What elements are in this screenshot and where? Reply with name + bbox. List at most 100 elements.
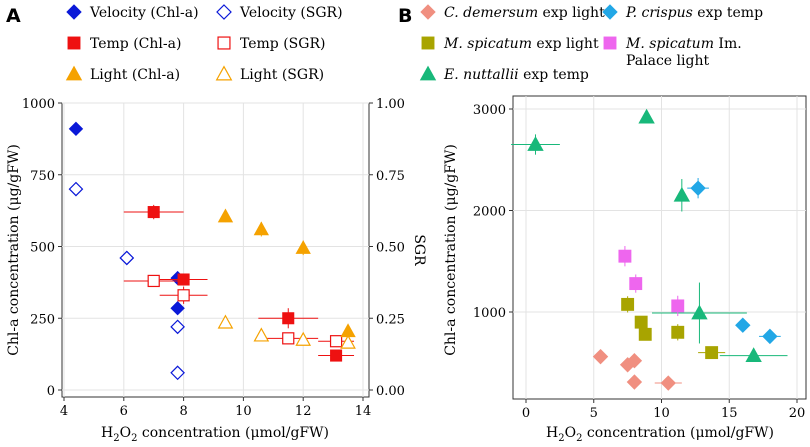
legend-marker-velocity-chl-a bbox=[66, 4, 82, 20]
panel-a-letter: A bbox=[6, 5, 21, 27]
point-light-sgr bbox=[217, 314, 234, 329]
point-temp-chl-a bbox=[330, 349, 343, 362]
panel-a-ticks: 4 6 8 10 12 14 0 250 500 750 1000 0.00 0.25 0.50 0.75 1… bbox=[22, 97, 405, 419]
x-tick-label: 15 bbox=[721, 406, 738, 421]
point-m-spicatum-exp-light bbox=[638, 327, 652, 341]
legend-label-velocity-chl-a: Velocity (Chl-a) bbox=[89, 5, 199, 21]
legend-label-m-spicatum-im-palace-light-line2: Palace light bbox=[626, 53, 709, 69]
point-e-nuttallii-exp-temp bbox=[638, 108, 655, 124]
point-m-spicatum-exp-light bbox=[621, 297, 635, 311]
panel-b-letter: B bbox=[398, 5, 412, 27]
point-e-nuttallii-exp-temp bbox=[527, 136, 544, 151]
point-light-sgr bbox=[253, 327, 270, 342]
point-p-crispus-exp-temp bbox=[690, 180, 706, 196]
legend-marker-temp-sgr bbox=[217, 36, 231, 50]
panel-b-marks bbox=[511, 108, 788, 391]
legend-label-m-spicatum-exp-light: M. spicatum exp light bbox=[443, 36, 599, 52]
panel-a-plot: 4 6 8 10 12 14 0 250 500 750 1000 0.00 0.25 0.50 0.75 1… bbox=[6, 97, 427, 444]
panel-b-y-axis-label: Chl-a concentration (μg/gFW) bbox=[443, 144, 459, 356]
y-tick-label: 3000 bbox=[473, 103, 506, 118]
point-c-demersum-exp-light bbox=[592, 348, 609, 365]
point-c-demersum-exp-light bbox=[626, 353, 643, 369]
point-light-chl-a bbox=[217, 208, 234, 223]
point-c-demersum-exp-light bbox=[626, 374, 643, 390]
panel-b-x-axis-label: H2O2 concentration (μmol/gFW) bbox=[546, 425, 774, 444]
point-m-spicatum-im-palace-light bbox=[671, 299, 685, 313]
right-y-tick-label: 1.00 bbox=[376, 97, 405, 112]
y-tick-label: 750 bbox=[30, 169, 55, 184]
legend-marker-e-nuttallii-exp-temp bbox=[419, 65, 437, 81]
x-tick-label: 10 bbox=[653, 406, 670, 421]
panel-b-ticks: 0 5 10 15 20 1000 2000 3000 bbox=[473, 103, 805, 421]
legend-marker-m-spicatum-im-palace-light bbox=[603, 36, 617, 50]
x-tick-label: 8 bbox=[179, 404, 187, 419]
right-y-tick-label: 0.25 bbox=[376, 312, 405, 327]
y-tick-label: 0 bbox=[47, 384, 55, 399]
point-velocity-sgr bbox=[68, 181, 84, 197]
y-tick-label: 1000 bbox=[473, 306, 506, 321]
legend-marker-light-chl-a bbox=[65, 65, 83, 81]
panel-b-grid bbox=[513, 96, 806, 399]
panel-a-plot-area bbox=[61, 102, 370, 398]
point-c-demersum-exp-light bbox=[660, 375, 676, 391]
point-velocity-sgr bbox=[170, 319, 185, 335]
panel-a-marks bbox=[68, 121, 356, 381]
panel-a-y-axis-label: Chl-a concentration (μg/gFW) bbox=[6, 144, 22, 356]
x-tick-label: 5 bbox=[590, 406, 598, 421]
x-tick-label: 6 bbox=[120, 404, 128, 419]
point-m-spicatum-exp-light bbox=[705, 346, 719, 360]
x-tick-label: 0 bbox=[522, 406, 530, 421]
point-temp-chl-a bbox=[282, 312, 295, 325]
point-velocity-sgr bbox=[170, 365, 185, 381]
panel-b-plot-area bbox=[512, 95, 807, 400]
point-m-spicatum-im-palace-light bbox=[618, 249, 632, 263]
x-tick-label: 12 bbox=[295, 404, 312, 419]
x-tick-label: 20 bbox=[789, 406, 806, 421]
point-p-crispus-exp-temp bbox=[735, 317, 751, 333]
legend-marker-temp-chl-a bbox=[67, 36, 81, 50]
legend-label-temp-chl-a: Temp (Chl-a) bbox=[90, 36, 181, 52]
right-y-tick-label: 0.50 bbox=[376, 241, 405, 256]
y-tick-label: 2000 bbox=[473, 205, 506, 220]
legend-label-p-crispus-exp-temp: P. crispus exp temp bbox=[625, 5, 763, 21]
y-tick-label: 500 bbox=[30, 241, 55, 256]
point-velocity-chl-a bbox=[68, 121, 84, 137]
legend-marker-p-crispus-exp-temp bbox=[602, 4, 618, 20]
right-y-tick-label: 0.75 bbox=[376, 169, 405, 184]
y-tick-label: 1000 bbox=[22, 97, 55, 112]
legend-panel-a: Velocity (Chl-a) Velocity (SGR) Temp (Chl-… bbox=[65, 4, 343, 83]
y-tick-label: 250 bbox=[30, 312, 55, 327]
point-e-nuttallii-exp-temp bbox=[745, 347, 762, 363]
point-light-sgr bbox=[295, 331, 312, 346]
point-e-nuttallii-exp-temp bbox=[691, 304, 708, 320]
legend-label-temp-sgr: Temp (SGR) bbox=[240, 36, 325, 52]
point-m-spicatum-exp-light bbox=[671, 325, 685, 339]
point-light-chl-a bbox=[295, 240, 311, 254]
legend-marker-c-demersum-exp-light bbox=[420, 4, 436, 20]
legend-label-light-sgr: Light (SGR) bbox=[240, 67, 324, 83]
x-tick-label: 14 bbox=[355, 404, 372, 419]
point-light-chl-a bbox=[253, 221, 270, 236]
legend-panel-b: C. demersum exp light P. crispus exp temp… bbox=[419, 4, 763, 83]
legend-label-light-chl-a: Light (Chl-a) bbox=[90, 67, 180, 83]
point-m-spicatum-exp-light bbox=[634, 315, 648, 329]
point-temp-chl-a bbox=[177, 273, 190, 286]
panel-a-right-y-axis-label: SGR bbox=[411, 234, 427, 266]
point-temp-sgr bbox=[329, 335, 343, 348]
point-temp-sgr bbox=[147, 274, 160, 288]
legend-marker-m-spicatum-exp-light bbox=[421, 36, 435, 50]
point-velocity-sgr bbox=[119, 250, 135, 266]
legend-marker-light-sgr bbox=[215, 65, 233, 81]
point-temp-chl-a bbox=[147, 206, 160, 219]
point-temp-sgr bbox=[177, 289, 190, 302]
point-m-spicatum-im-palace-light bbox=[629, 277, 643, 291]
legend-label-e-nuttallii-exp-temp: E. nuttallii exp temp bbox=[443, 67, 589, 83]
legend-label-velocity-sgr: Velocity (SGR) bbox=[239, 5, 343, 21]
legend-label-m-spicatum-im-palace-light: M. spicatum Im. bbox=[625, 36, 742, 52]
panel-a-x-axis-label: H2O2 concentration (μmol/gFW) bbox=[101, 425, 329, 444]
point-light-sgr bbox=[340, 334, 356, 349]
right-y-tick-label: 0.00 bbox=[376, 384, 405, 399]
point-e-nuttallii-exp-temp bbox=[673, 186, 691, 202]
point-temp-sgr bbox=[282, 332, 295, 345]
